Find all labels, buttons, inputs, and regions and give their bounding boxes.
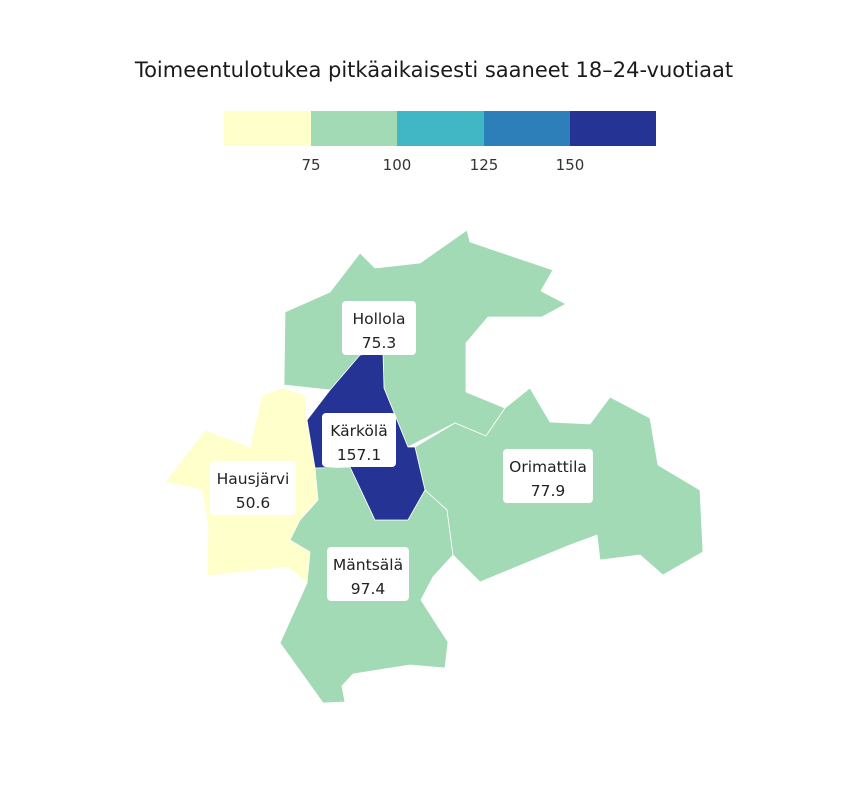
legend-swatch-1 [224, 111, 311, 146]
label-mantsala-box [327, 547, 409, 601]
label-hausjarvi-value: 50.6 [236, 494, 271, 512]
legend: 75 100 125 150 [224, 111, 656, 174]
label-karkola-name: Kärkölä [330, 422, 387, 440]
legend-tick-4: 150 [556, 156, 585, 174]
label-hollola-value: 75.3 [362, 334, 397, 352]
label-hausjarvi-name: Hausjärvi [217, 470, 290, 488]
legend-swatch-5 [570, 111, 656, 146]
label-orimattila-box [503, 449, 593, 503]
label-orimattila: Orimattila 77.9 [503, 449, 593, 503]
legend-swatch-4 [484, 111, 570, 146]
label-hollola-name: Hollola [352, 310, 405, 328]
label-hausjarvi: Hausjärvi 50.6 [210, 461, 296, 515]
label-karkola-value: 157.1 [337, 446, 381, 464]
labels: Hollola 75.3 Kärkölä 157.1 Hausjärvi 50.… [210, 301, 593, 601]
label-mantsala-value: 97.4 [351, 580, 386, 598]
label-mantsala-name: Mäntsälä [333, 556, 403, 574]
label-hollola: Hollola 75.3 [342, 301, 416, 355]
legend-tick-1: 75 [301, 156, 320, 174]
label-orimattila-value: 77.9 [531, 482, 566, 500]
legend-swatch-2 [311, 111, 397, 146]
legend-tick-2: 100 [383, 156, 412, 174]
legend-swatch-3 [397, 111, 484, 146]
label-karkola: Kärkölä 157.1 [322, 413, 396, 467]
label-orimattila-name: Orimattila [509, 458, 587, 476]
label-hollola-box [342, 301, 416, 355]
label-mantsala: Mäntsälä 97.4 [327, 547, 409, 601]
map-title: Toimeentulotukea pitkäaikaisesti saaneet… [134, 58, 733, 82]
legend-tick-3: 125 [470, 156, 499, 174]
label-hausjarvi-box [210, 461, 296, 515]
label-karkola-box [322, 413, 396, 467]
